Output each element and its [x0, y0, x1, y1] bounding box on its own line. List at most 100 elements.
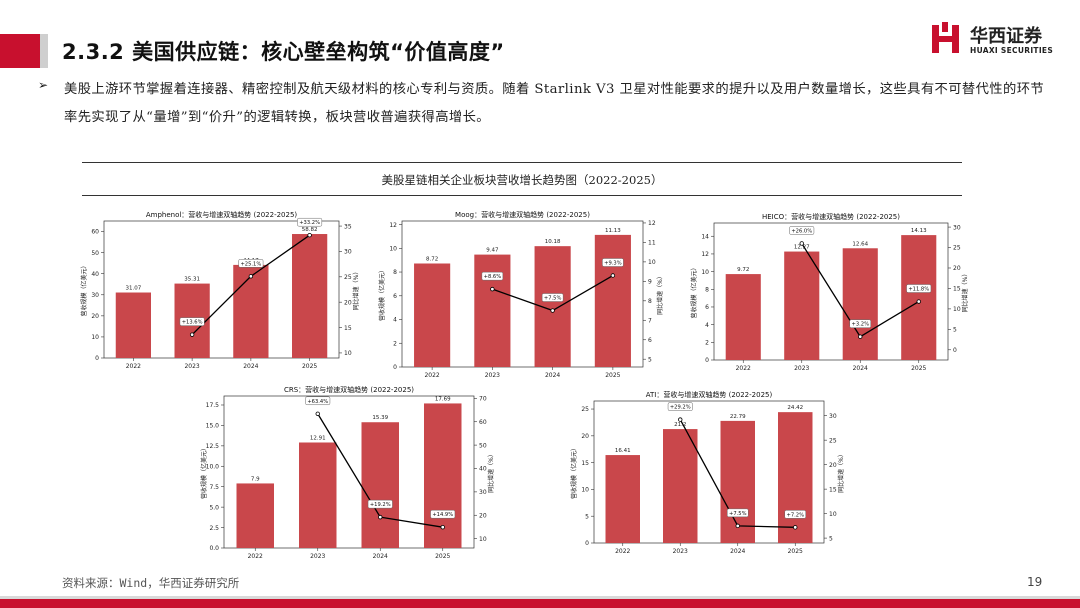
- x-tick-label: 2025: [911, 365, 926, 372]
- y-tick-label: 15.0: [206, 423, 220, 430]
- growth-label: +8.6%: [484, 274, 502, 280]
- y2-tick-label: 20: [953, 265, 961, 272]
- y-tick-label: 15: [581, 460, 589, 467]
- growth-point: [793, 525, 798, 530]
- bar-2025: [901, 235, 937, 360]
- growth-label: +7.2%: [786, 512, 804, 518]
- huaxi-logo-icon: [932, 22, 959, 53]
- plot-frame: [103, 220, 340, 359]
- bar-2022: [115, 292, 151, 358]
- y-tick-label: 7.5: [209, 484, 219, 491]
- y2-tick-label: 30: [344, 249, 352, 256]
- chart-title: Amphenol：营收与增速双轴趋势 (2022-2025): [146, 210, 298, 219]
- y-tick-label: 4: [393, 317, 397, 324]
- growth-point: [189, 332, 195, 337]
- growth-label-box: [906, 284, 932, 293]
- growth-label: +7.5%: [544, 296, 562, 302]
- y2-tick-label: 25: [953, 245, 961, 252]
- growth-label: +14.9%: [432, 512, 453, 518]
- y-tick-label: 0: [393, 364, 397, 371]
- figure-title: 美股星链相关企业板块营收增长趋势图（2022-2025）: [381, 173, 663, 187]
- y2-tick-label: 15: [953, 286, 961, 293]
- bar-2025: [424, 403, 462, 548]
- y-tick-label: 5: [585, 513, 589, 520]
- y-tick-label: 12.5: [206, 443, 220, 450]
- y-tick-label: 10: [701, 269, 709, 276]
- y-tick-label: 2.5: [209, 525, 219, 532]
- growth-point: [610, 273, 616, 278]
- x-tick-label: 2025: [788, 548, 803, 555]
- y2-tick-label: 5: [829, 535, 833, 542]
- y-tick-label: 2: [393, 340, 397, 347]
- y2-tick-label: 15: [344, 325, 352, 332]
- bottom-band: [0, 596, 1080, 608]
- y-tick-label: 12: [701, 251, 709, 258]
- y2-tick-label: 60: [479, 419, 487, 426]
- y-tick-label: 20: [91, 313, 99, 320]
- growth-label: +25.1%: [240, 261, 261, 267]
- chart-amphenol: Amphenol：营收与增速双轴趋势 (2022-2025) 0 10 20 30 40 5…: [80, 210, 360, 370]
- y-tick-label: 10: [91, 334, 99, 341]
- plot-frame: [223, 395, 475, 549]
- bar-value-label: 31.07: [126, 286, 142, 292]
- y-tick-label: 14: [701, 233, 709, 240]
- x-tick-label: 2022: [615, 548, 630, 555]
- y2-tick-label: 10: [648, 259, 656, 266]
- x-tick-label: 2025: [605, 372, 620, 379]
- page-title: 2.3.2 美国供应链：核心壁垒构筑“价值高度”: [62, 40, 505, 64]
- y-tick-label: 30: [91, 292, 99, 299]
- y-tick-label: 40: [91, 271, 99, 278]
- x-tick-label: 2023: [184, 363, 199, 370]
- growth-point: [248, 274, 254, 279]
- growth-label: +11.8%: [908, 287, 929, 293]
- x-tick-label: 2023: [794, 365, 809, 372]
- y-tick-label: 25: [581, 406, 589, 413]
- x-tick-label: 2024: [730, 548, 745, 555]
- y-tick-label: 50: [91, 250, 99, 257]
- y-tick-label: 4: [705, 322, 709, 329]
- bar-value-label: 9.47: [486, 248, 499, 254]
- bar-value-label: 22.79: [730, 414, 746, 420]
- bar-value-label: 11.13: [605, 228, 621, 234]
- y2-tick-label: 5: [953, 327, 957, 334]
- growth-label: +13.6%: [182, 320, 203, 326]
- growth-label-box: [789, 226, 815, 235]
- y-tick-label: 10.0: [206, 463, 220, 470]
- growth-point: [799, 241, 804, 246]
- y-tick-label: 12: [389, 222, 397, 229]
- growth-point: [678, 417, 683, 422]
- y2-tick-label: 0: [953, 347, 957, 354]
- title-accent-grey: [40, 34, 48, 68]
- bar-2024: [720, 420, 755, 543]
- y-tick-label: 0: [585, 540, 589, 547]
- x-tick-label: 2023: [310, 553, 325, 560]
- growth-label: +33.2%: [299, 220, 320, 226]
- y2-tick-label: 10: [479, 536, 487, 543]
- y-tick-label: 17.5: [206, 402, 220, 409]
- growth-label: +26.0%: [791, 228, 812, 234]
- x-tick-label: 2022: [736, 365, 751, 372]
- growth-label-box: [179, 317, 205, 326]
- bar-value-label: 15.39: [372, 415, 388, 421]
- bar-value-label: 17.69: [435, 396, 451, 402]
- company-logo: 华西证券 HUAXI SECURITIES: [930, 20, 1070, 60]
- bar-2022: [414, 263, 451, 367]
- y-tick-label: 0: [705, 357, 709, 364]
- bar-2024: [361, 422, 399, 548]
- y-tick-label: 0: [95, 355, 99, 362]
- growth-label-box: [667, 402, 693, 411]
- y2-tick-label: 11: [648, 240, 656, 247]
- logo-text-en: HUAXI SECURITIES: [970, 46, 1054, 55]
- x-tick-label: 2024: [373, 553, 388, 560]
- bar-2025: [778, 412, 813, 543]
- x-tick-label: 2025: [435, 553, 450, 560]
- y2-tick-label: 15: [829, 486, 837, 493]
- bar-2023: [299, 442, 337, 548]
- growth-label: +3.2%: [851, 322, 869, 328]
- x-tick-label: 2023: [673, 548, 688, 555]
- x-tick-label: 2025: [302, 363, 317, 370]
- bar-value-label: 10.18: [545, 239, 561, 245]
- bar-value-label: 12.27: [794, 245, 810, 251]
- y2-tick-label: 30: [479, 489, 487, 496]
- growth-point: [916, 299, 921, 304]
